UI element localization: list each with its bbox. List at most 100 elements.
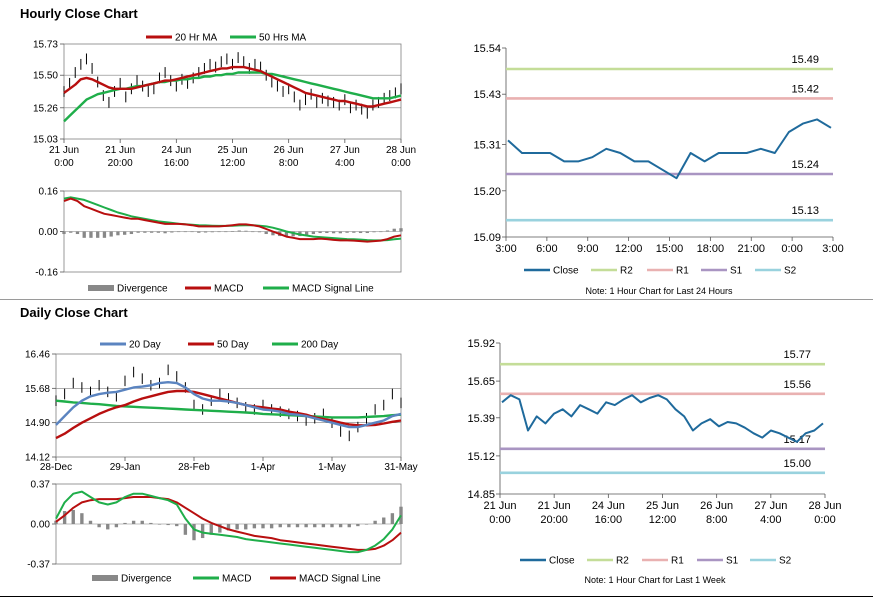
- daily-macd-ytick-label: 0.00: [31, 520, 51, 531]
- daily-levels-xtick-label-time: 0:00: [489, 514, 510, 526]
- hourly-divergence-bar: [109, 231, 113, 237]
- daily-divergence-bar: [218, 524, 222, 533]
- legend-50-day-label: 50 Day: [217, 340, 249, 351]
- daily-price-ytick-label: 14.12: [25, 453, 50, 464]
- daily-divergence-bar: [244, 524, 248, 530]
- legend-hourly-levels-0-label: Close: [553, 266, 579, 277]
- hourly-price-xtick-label-time: 0:00: [391, 158, 411, 169]
- hourly-divergence-bar: [345, 231, 349, 233]
- daily-price-xtick-label: 28-Feb: [178, 462, 210, 473]
- hourly-divergence-bar: [183, 231, 187, 233]
- hourly-divergence-bar: [271, 231, 275, 236]
- hourly-divergence-bar: [331, 231, 336, 234]
- hourly-divergence-bar: [325, 231, 329, 234]
- hourly-divergence-bar: [244, 230, 248, 232]
- hourly-levels-ytick-label: 15.43: [473, 89, 501, 101]
- daily-levels-xtick-label-time: 4:00: [760, 514, 781, 526]
- daily-divergence-bar: [235, 524, 239, 530]
- legend-daily-divergence-swatch: [92, 575, 118, 581]
- daily-divergence-bar: [80, 513, 84, 524]
- daily-divergence-bar: [54, 520, 58, 524]
- daily-divergence-bar: [88, 520, 93, 524]
- daily-macd-ytick-label: 0.37: [31, 480, 51, 491]
- hourly-divergence-bar: [69, 231, 73, 233]
- hourly-section-title: Hourly Close Chart: [20, 6, 138, 21]
- hourly-divergence-bar: [358, 231, 363, 234]
- legend-daily-macd-label: MACD: [222, 574, 251, 585]
- daily-divergence-bar: [356, 524, 360, 527]
- hourly-divergence-bar: [224, 231, 228, 233]
- hourly-divergence-bar: [392, 228, 396, 232]
- hourly-divergence-bar: [251, 231, 255, 233]
- daily-divergence-bar: [157, 524, 162, 525]
- daily-levels-ytick-label: 15.39: [467, 413, 495, 425]
- hourly-price-xtick-label-date: 21 Jun: [105, 145, 135, 156]
- daily-divergence-bar: [106, 524, 110, 530]
- daily-divergence-bar: [261, 524, 265, 529]
- hourly-price-xtick-label-date: 26 Jun: [274, 145, 304, 156]
- hourly-divergence-bar: [190, 231, 194, 233]
- hourly-divergence-bar: [156, 231, 161, 233]
- hourly-divergence-bar: [365, 231, 369, 234]
- hourly-levels-xtick-label: 12:00: [615, 243, 643, 255]
- hourly-divergence-bar: [163, 231, 167, 234]
- daily-price-xtick-label: 28-Dec: [40, 462, 72, 473]
- legend-hourly-levels-1-label: R2: [620, 266, 633, 277]
- legend-20hr-ma-label: 20 Hr MA: [175, 33, 218, 44]
- daily-levels-level-label-s1: 15.17: [783, 434, 811, 446]
- daily-divergence-bar: [97, 524, 101, 528]
- daily-levels-level-label-s2: 15.00: [783, 458, 811, 470]
- daily-price-xtick-label: 31-May: [384, 462, 417, 473]
- daily-price-ytick-label: 16.46: [25, 350, 50, 361]
- hourly-levels-chart: 15.54 15.43 15.31 15.20 15.09 15.49 15.42 15.24…: [473, 43, 843, 296]
- daily-divergence-bar: [114, 524, 119, 528]
- legend-hourly-divergence-label: Divergence: [117, 284, 168, 295]
- daily-levels-note: Note: 1 Hour Chart for Last 1 Week: [585, 575, 726, 585]
- hourly-divergence-bar: [399, 228, 403, 232]
- daily-divergence-bar: [399, 506, 403, 524]
- daily-divergence-bar: [175, 524, 179, 527]
- hourly-price-ytick-label: 15.26: [33, 103, 58, 114]
- hourly-levels-note: Note: 1 Hour Chart for Last 24 Hours: [585, 286, 733, 296]
- daily-levels-xtick-label-date: 21 Jun: [483, 500, 516, 512]
- hourly-divergence-bar: [82, 231, 86, 238]
- daily-macd-line: [55, 490, 402, 554]
- legend-daily-signal-label: MACD Signal Line: [299, 574, 381, 585]
- hourly-price-xtick-label-time: 8:00: [279, 158, 299, 169]
- daily-divergence-bar: [209, 524, 213, 535]
- daily-levels-xtick-label-date: 26 Jun: [700, 500, 733, 512]
- legend-hourly-levels-3-label: S1: [730, 266, 743, 277]
- hourly-divergence-bar: [123, 231, 127, 235]
- daily-divergence-bar: [364, 524, 369, 525]
- hourly-divergence-bar: [143, 231, 147, 233]
- hourly-price-xtick-label-time: 4:00: [335, 158, 355, 169]
- daily-levels-level-label-r2: 15.77: [783, 349, 811, 361]
- daily-divergence-bar: [338, 524, 343, 528]
- daily-divergence-bar: [226, 524, 231, 531]
- daily-levels-xtick-label-time: 8:00: [706, 514, 727, 526]
- hourly-macd-line: [63, 197, 402, 243]
- daily-divergence-bar: [252, 524, 257, 529]
- hourly-divergence-bar: [75, 231, 80, 235]
- daily-levels-xtick-label-time: 12:00: [649, 514, 677, 526]
- daily-levels-ytick-label: 15.92: [467, 338, 495, 350]
- daily-levels-level-label-r1: 15.56: [783, 379, 811, 391]
- daily-ma200-line: [55, 399, 402, 419]
- hourly-signal-line: [63, 196, 402, 242]
- legend-200-day-label: 200 Day: [301, 340, 338, 351]
- legend-20-day-label: 20 Day: [129, 340, 161, 351]
- hourly-price-xtick-label-date: 28 Jun: [386, 145, 416, 156]
- daily-levels-close-line: [501, 394, 824, 443]
- daily-divergence-bar: [390, 513, 395, 524]
- daily-divergence-bar: [123, 522, 127, 524]
- legend-daily-levels-3-label: S1: [726, 556, 739, 567]
- daily-price-xtick-label: 1-May: [318, 462, 346, 473]
- hourly-macd-chart: 0.16 0.00 -0.16 Divergence MACD MACD Signal L…: [35, 187, 403, 295]
- hourly-ma20-line: [63, 65, 402, 108]
- hourly-divergence-bar: [136, 231, 140, 233]
- daily-levels-xtick-label-date: 24 Jun: [592, 500, 625, 512]
- hourly-divergence-bar: [237, 230, 241, 232]
- hourly-levels-xtick-label: 0:00: [781, 243, 802, 255]
- hourly-levels-xtick-label: 21:00: [737, 243, 765, 255]
- hourly-divergence-bar: [372, 231, 376, 233]
